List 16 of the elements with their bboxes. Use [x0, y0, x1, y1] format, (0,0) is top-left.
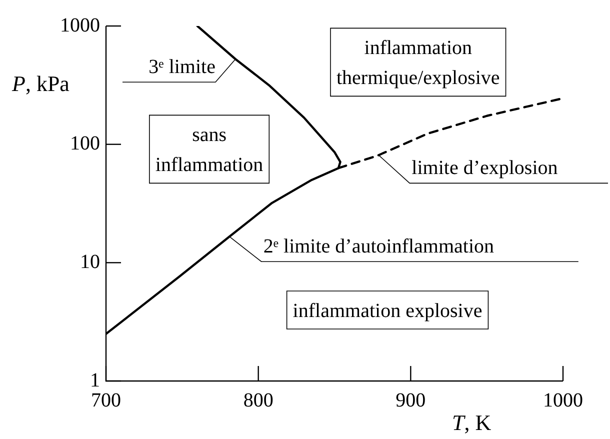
annotation: sans inflammation [155, 124, 264, 176]
y-tick-label: 1 [90, 369, 100, 392]
x-tick-label: 1000 [543, 389, 583, 412]
x-axis-title: T, K [452, 410, 492, 435]
annotation: 3ᵉ limite [148, 56, 216, 78]
x-tick-label: 900 [396, 389, 426, 412]
y-tick-label: 100 [70, 132, 100, 155]
y-tick-label: 10 [80, 250, 100, 273]
annotation: inflammation thermique/explosive [336, 37, 500, 90]
x-tick-label: 700 [91, 389, 121, 412]
y-axis-title: P, kPa [11, 71, 70, 96]
x-tick-label: 800 [243, 389, 274, 412]
annotation: inflammation explosive [292, 300, 482, 322]
annotation: 2ᵉ limite d’autoinflammation [263, 236, 494, 258]
y-tick-label: 1000 [60, 14, 100, 36]
annotation: limite d’explosion [412, 157, 558, 180]
